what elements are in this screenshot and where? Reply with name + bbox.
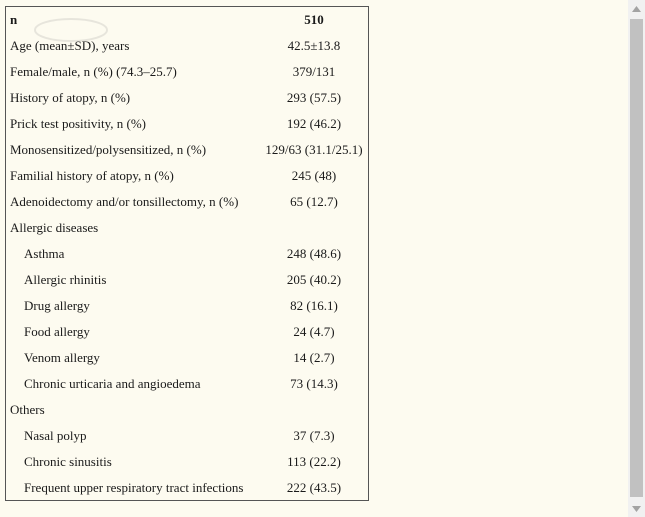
row-value: 73 (14.3) (290, 376, 338, 391)
row-label: Monosensitized/polysensitized, n (%) (10, 142, 207, 157)
header-value: 510 (304, 12, 324, 27)
table-row: Drug allergy 82 (16.1) (6, 293, 368, 319)
table-row: Prick test positivity, n (%) 192 (46.2) (6, 111, 368, 137)
scroll-down-button[interactable] (628, 500, 645, 517)
row-label: Asthma (24, 246, 65, 261)
row-value: 222 (43.5) (286, 480, 342, 495)
row-label: Age (mean±SD), years (10, 38, 130, 53)
chevron-down-icon (632, 505, 641, 512)
scrollbar-thumb[interactable] (630, 19, 643, 497)
row-label: Adenoidectomy and/or tonsillectomy, n (%… (10, 194, 239, 209)
section-label: Allergic diseases (10, 220, 99, 235)
row-label: History of atopy, n (%) (10, 90, 131, 105)
chevron-up-icon (632, 5, 641, 12)
row-label: Drug allergy (24, 298, 90, 313)
row-label: Frequent upper respiratory tract infecti… (24, 480, 244, 495)
row-value: 24 (4.7) (293, 324, 335, 339)
table-row: Chronic sinusitis 113 (22.2) (6, 449, 368, 475)
table-row: Monosensitized/polysensitized, n (%) 129… (6, 137, 368, 163)
row-value: 37 (7.3) (293, 428, 335, 443)
row-value: 129/63 (31.1/25.1) (265, 142, 363, 157)
table-row: Chronic urticaria and angioedema 73 (14.… (6, 371, 368, 397)
row-value: 293 (57.5) (286, 90, 342, 105)
table-row: Frequent upper respiratory tract infecti… (6, 475, 368, 501)
table-row: Venom allergy 14 (2.7) (6, 345, 368, 371)
table-section-row: Allergic diseases (6, 215, 368, 241)
row-label: Venom allergy (24, 350, 100, 365)
table-row: Asthma 248 (48.6) (6, 241, 368, 267)
row-label: Female/male, n (%) (74.3–25.7) (10, 64, 177, 79)
row-value: 205 (40.2) (286, 272, 342, 287)
table-row: Nasal polyp 37 (7.3) (6, 423, 368, 449)
row-label: Food allergy (24, 324, 90, 339)
row-value: 248 (48.6) (286, 246, 342, 261)
section-label: Others (10, 402, 45, 417)
table-row: History of atopy, n (%) 293 (57.5) (6, 85, 368, 111)
row-value: 14 (2.7) (293, 350, 335, 365)
table-header-row: n 510 (6, 7, 368, 33)
row-label: Nasal polyp (24, 428, 87, 443)
table-row: Female/male, n (%) (74.3–25.7) 379/131 (6, 59, 368, 85)
table-row: Adenoidectomy and/or tonsillectomy, n (%… (6, 189, 368, 215)
characteristics-table: n 510 Age (mean±SD), years 42.5±13.8 Fem… (5, 6, 369, 501)
row-value: 113 (22.2) (287, 454, 341, 469)
row-value: 192 (46.2) (286, 116, 342, 131)
table-row: Allergic rhinitis 205 (40.2) (6, 267, 368, 293)
table-section-row: Others (6, 397, 368, 423)
row-value: 42.5±13.8 (287, 38, 341, 53)
scroll-up-button[interactable] (628, 0, 645, 17)
row-value: 65 (12.7) (290, 194, 338, 209)
row-value: 379/131 (292, 64, 336, 79)
row-value: 82 (16.1) (290, 298, 338, 313)
row-label: Chronic urticaria and angioedema (24, 376, 201, 391)
row-value: 245 (48) (291, 168, 337, 183)
row-label: Allergic rhinitis (24, 272, 107, 287)
table-row: Familial history of atopy, n (%) 245 (48… (6, 163, 368, 189)
document-page: n 510 Age (mean±SD), years 42.5±13.8 Fem… (5, 6, 369, 501)
header-label: n (10, 12, 18, 27)
row-label: Prick test positivity, n (%) (10, 116, 147, 131)
row-label: Chronic sinusitis (24, 454, 112, 469)
table-row: Food allergy 24 (4.7) (6, 319, 368, 345)
table-row: Age (mean±SD), years 42.5±13.8 (6, 33, 368, 59)
vertical-scrollbar[interactable] (628, 0, 645, 517)
row-label: Familial history of atopy, n (%) (10, 168, 174, 183)
